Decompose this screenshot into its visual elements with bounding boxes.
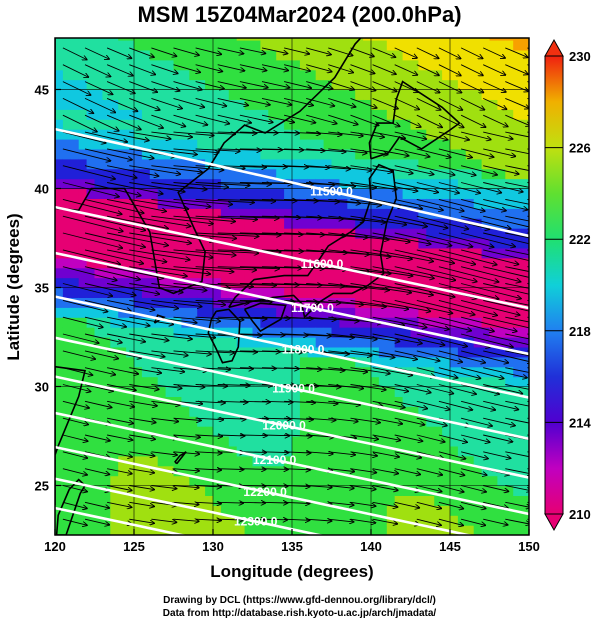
y-tick-label: 30 [35, 379, 49, 394]
x-tick-label: 140 [360, 539, 382, 554]
y-axis-title: Latitude (degrees) [4, 213, 23, 360]
x-tick-label: 150 [518, 539, 540, 554]
contour-label: 12200.0 [243, 485, 287, 499]
contour-label: 12300.0 [234, 515, 278, 529]
y-tick-label: 45 [35, 82, 49, 97]
colorbar-tick-label: 222 [569, 232, 591, 247]
contour-label: 11800.0 [282, 342, 325, 356]
colorbar-max-arrow [544, 38, 564, 57]
contour-label: 11700.0 [291, 301, 334, 315]
contour-label: 12100.0 [253, 453, 297, 467]
colorbar-min-arrow [544, 513, 564, 532]
credit-data: Data from http://database.rish.kyoto-u.a… [162, 608, 437, 619]
y-tick-label: 35 [35, 280, 49, 295]
colorbar-tick-label: 218 [569, 324, 591, 339]
contour-label: 11500.0 [310, 185, 353, 199]
credit-drawing: Drawing by DCL (https://www.gfd-dennou.o… [163, 595, 436, 606]
contour-label: 12400.0 [225, 542, 269, 556]
wind-vectors [62, 47, 529, 526]
colorbar-tick-label: 210 [569, 507, 591, 522]
x-tick-label: 135 [281, 539, 303, 554]
colorbar-tick-label: 214 [569, 415, 591, 430]
y-tick-label: 25 [35, 478, 49, 493]
colorbar: 210 214 218 222 226 230 [544, 38, 591, 532]
contour-label: 11900.0 [272, 382, 315, 396]
x-tick-label: 145 [439, 539, 461, 554]
x-tick-label: 120 [44, 539, 66, 554]
y-tick-label: 40 [35, 181, 49, 196]
x-tick-label: 125 [123, 539, 145, 554]
colorbar-tick-label: 230 [569, 49, 591, 64]
colorbar-bar [544, 55, 564, 515]
axis-ticks: 120 125 130 135 140 145 150 25 30 35 40 45 [35, 82, 540, 554]
x-axis-title: Longitude (degrees) [210, 562, 373, 581]
contour-label: 12000.0 [262, 418, 306, 432]
contour-label: 11600.0 [301, 257, 344, 271]
colorbar-tick-label: 226 [569, 141, 591, 156]
x-tick-label: 130 [202, 539, 224, 554]
chart-title: MSM 15Z04Mar2024 (200.0hPa) [137, 2, 462, 27]
